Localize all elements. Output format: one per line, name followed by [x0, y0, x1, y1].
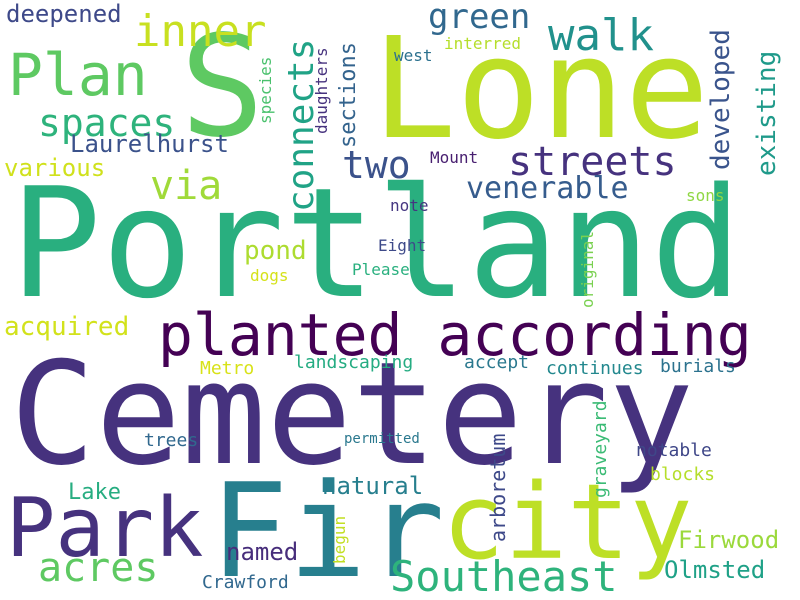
word-lake: Lake [68, 480, 121, 505]
word-permitted: permitted [344, 431, 420, 447]
word-graveyard: graveyard [590, 400, 611, 498]
word-blocks: blocks [650, 464, 716, 485]
word-landscaping: landscaping [294, 352, 414, 373]
word-acquired: acquired [4, 312, 130, 342]
word-portland: Portland [10, 155, 743, 332]
word-dogs: dogs [250, 266, 289, 285]
word-mount: Mount [430, 148, 479, 167]
word-original: original [578, 230, 597, 308]
word-west: west [394, 46, 433, 65]
word-existing: existing [752, 50, 782, 176]
word-please: Please [352, 260, 410, 279]
word-interred: interred [444, 34, 522, 53]
word-two: two [342, 143, 411, 187]
word-natural: natural [322, 472, 424, 500]
word-olmsted: Olmsted [664, 556, 766, 584]
word-laurelhurst: Laurelhurst [70, 130, 229, 158]
word-plan: Plan [8, 41, 148, 109]
word-spaces: spaces [38, 101, 176, 145]
word-note: note [390, 196, 429, 215]
word-trees: trees [144, 430, 199, 451]
word-cemetery: Cemetery [10, 332, 694, 497]
word-pond: pond [244, 236, 307, 266]
word-lone: Lone [372, 8, 710, 171]
word-city: city [442, 461, 693, 583]
word-arboretum: arboretum [486, 433, 510, 542]
word-acres: acres [38, 545, 159, 591]
word-southeast: Southeast [390, 552, 618, 600]
word-walk: walk [548, 10, 654, 61]
word-eight: Eight [378, 236, 427, 255]
word-planted-according: planted according [158, 301, 752, 369]
word-burials: burials [660, 356, 736, 377]
word-notable: notable [636, 440, 712, 461]
word-inner: inner [134, 6, 267, 57]
word-species: species [256, 56, 275, 124]
word-venerable: venerable [466, 171, 629, 206]
word-green: green [428, 0, 531, 37]
word-crawford: Crawford [202, 572, 289, 593]
word-various: various [4, 154, 106, 182]
word-firwood: Firwood [678, 526, 780, 554]
word-fir: Fir [210, 455, 445, 600]
word-sections: sections [336, 42, 361, 148]
word-daughters: daughters [312, 47, 331, 134]
word-begun: begun [330, 515, 349, 564]
word-named: named [226, 538, 299, 566]
word-metro: Metro [200, 358, 255, 379]
word-via: via [150, 163, 223, 209]
word-deepened: deepened [6, 0, 122, 28]
word-s: S [180, 6, 265, 169]
word-accept: accept [464, 352, 530, 373]
word-park: Park [6, 481, 204, 576]
word-sons: sons [686, 186, 725, 205]
word-developed: developed [706, 29, 736, 170]
word-streets: streets [508, 139, 677, 185]
word-continues: continues [546, 358, 644, 379]
